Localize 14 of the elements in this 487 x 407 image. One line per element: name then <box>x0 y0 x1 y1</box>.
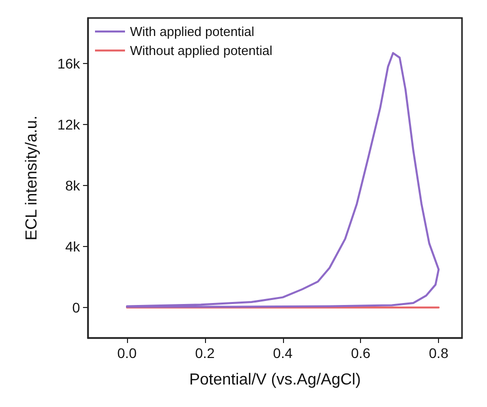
y-tick-label: 12k <box>57 116 81 133</box>
x-tick-label: 0.4 <box>273 345 293 361</box>
x-tick-label: 0.0 <box>117 345 137 361</box>
x-tick-label: 0.2 <box>195 345 215 361</box>
x-tick-label: 0.6 <box>350 345 371 361</box>
legend-label: Without applied potential <box>130 43 272 58</box>
x-axis-title: Potential/V (vs.Ag/AgCl) <box>189 372 361 388</box>
legend-label: With applied potential <box>130 24 254 39</box>
y-tick-label: 0 <box>72 300 80 316</box>
y-tick-label: 16k <box>57 56 81 72</box>
y-axis-title: ECL intensity/a.u. <box>24 116 40 240</box>
y-tick-label: 4k <box>65 238 81 255</box>
x-tick-label: 0.8 <box>428 345 449 361</box>
y-tick-label: 8k <box>65 178 81 194</box>
